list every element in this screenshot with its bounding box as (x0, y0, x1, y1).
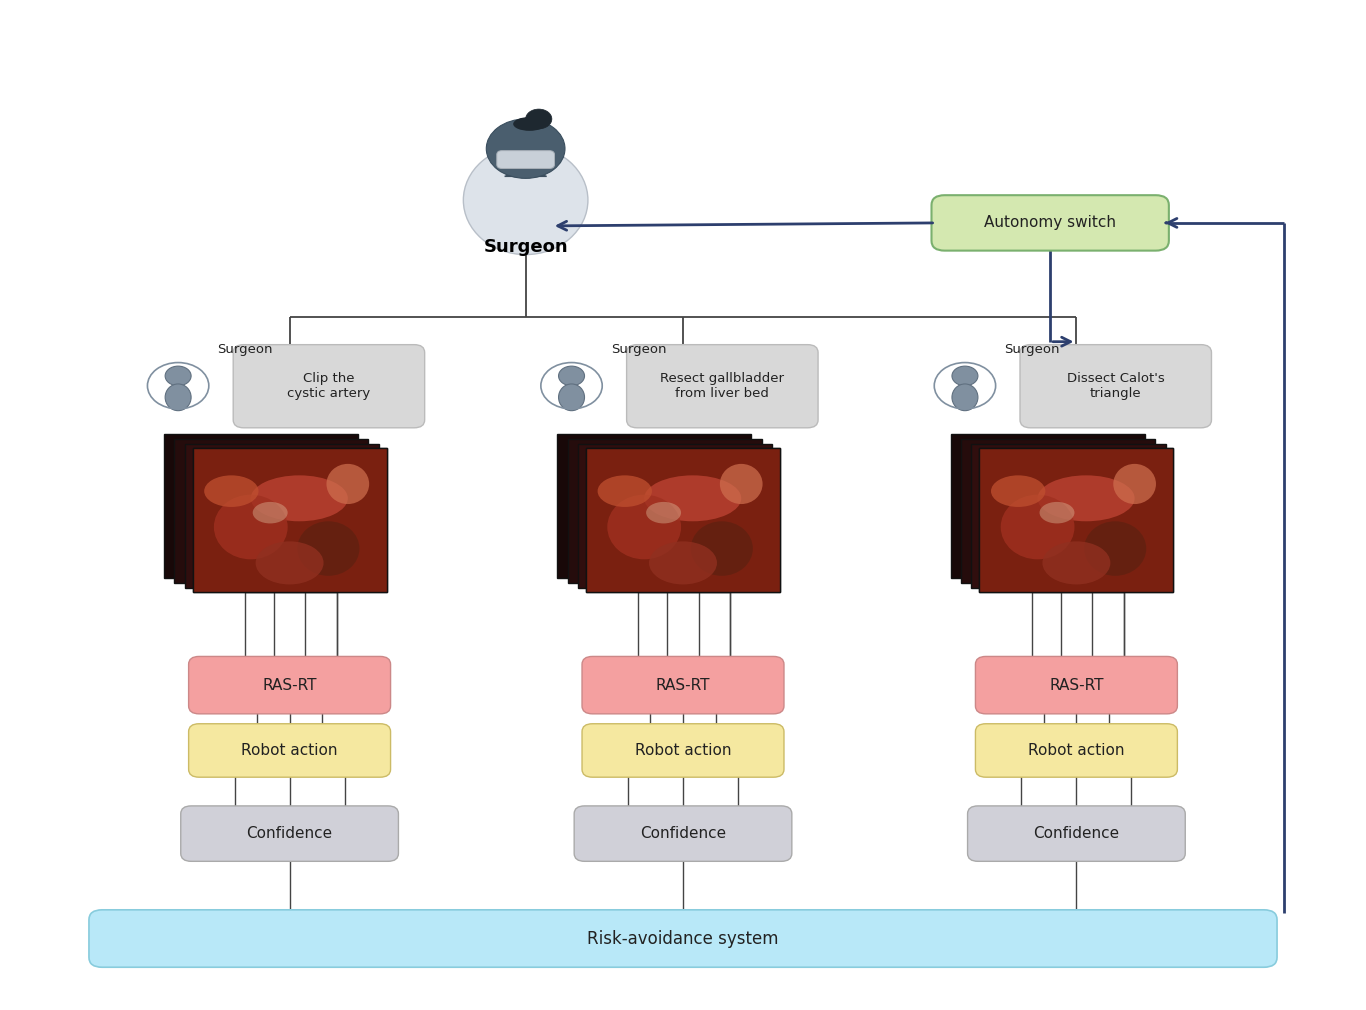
Text: Confidence: Confidence (639, 826, 727, 841)
Text: Surgeon: Surgeon (611, 343, 667, 357)
Text: Surgeon: Surgeon (1004, 343, 1060, 357)
Text: Confidence: Confidence (1033, 826, 1120, 841)
Text: Risk-avoidance system: Risk-avoidance system (587, 929, 779, 947)
Ellipse shape (255, 541, 324, 585)
FancyBboxPatch shape (627, 344, 818, 428)
Bar (557, 434, 751, 578)
Bar (193, 448, 387, 592)
Bar (962, 439, 1156, 583)
FancyBboxPatch shape (975, 724, 1177, 778)
Bar (979, 448, 1173, 592)
Bar (184, 444, 378, 588)
Ellipse shape (514, 117, 546, 131)
Ellipse shape (608, 495, 682, 560)
FancyBboxPatch shape (1020, 344, 1212, 428)
FancyBboxPatch shape (189, 656, 391, 714)
Bar (512, 155, 538, 169)
Ellipse shape (645, 476, 742, 521)
FancyBboxPatch shape (967, 806, 1186, 862)
Ellipse shape (326, 464, 369, 504)
Text: Robot action: Robot action (635, 743, 731, 758)
FancyBboxPatch shape (189, 724, 391, 778)
Ellipse shape (1085, 521, 1146, 576)
Text: Surgeon: Surgeon (217, 343, 273, 357)
Text: RAS-RT: RAS-RT (1049, 678, 1104, 693)
Ellipse shape (649, 541, 717, 585)
Ellipse shape (559, 384, 585, 411)
Text: Confidence: Confidence (246, 826, 333, 841)
FancyBboxPatch shape (89, 910, 1277, 968)
Ellipse shape (691, 521, 753, 576)
Text: Surgeon: Surgeon (484, 237, 568, 256)
Bar (175, 439, 369, 583)
Ellipse shape (1040, 502, 1075, 523)
Circle shape (526, 109, 552, 129)
Circle shape (486, 119, 566, 179)
FancyBboxPatch shape (975, 656, 1177, 714)
Circle shape (165, 367, 191, 386)
Ellipse shape (463, 145, 587, 255)
FancyBboxPatch shape (932, 195, 1169, 250)
FancyBboxPatch shape (180, 806, 399, 862)
Text: Robot action: Robot action (1029, 743, 1124, 758)
Ellipse shape (646, 502, 682, 523)
FancyBboxPatch shape (234, 344, 425, 428)
Text: Autonomy switch: Autonomy switch (984, 215, 1116, 230)
FancyBboxPatch shape (497, 150, 555, 169)
Ellipse shape (1113, 464, 1156, 504)
Text: Clip the
cystic artery: Clip the cystic artery (287, 373, 370, 400)
Bar (164, 434, 358, 578)
Ellipse shape (251, 476, 348, 521)
Ellipse shape (214, 495, 288, 560)
Bar (578, 444, 772, 588)
Ellipse shape (1042, 541, 1111, 585)
Bar (979, 448, 1173, 592)
Text: RAS-RT: RAS-RT (262, 678, 317, 693)
Ellipse shape (165, 384, 191, 411)
Bar (586, 448, 780, 592)
Circle shape (952, 367, 978, 386)
Bar (586, 448, 780, 592)
Polygon shape (504, 169, 546, 177)
Circle shape (559, 367, 585, 386)
Text: Dissect Calot's
triangle: Dissect Calot's triangle (1067, 373, 1165, 400)
Ellipse shape (1001, 495, 1075, 560)
Ellipse shape (597, 476, 652, 507)
Ellipse shape (952, 384, 978, 411)
Ellipse shape (990, 476, 1045, 507)
Ellipse shape (1038, 476, 1135, 521)
Text: Robot action: Robot action (242, 743, 337, 758)
Ellipse shape (204, 476, 258, 507)
Ellipse shape (298, 521, 359, 576)
FancyBboxPatch shape (582, 724, 784, 778)
Text: Resect gallbladder
from liver bed: Resect gallbladder from liver bed (660, 373, 784, 400)
Bar (193, 448, 387, 592)
Bar (971, 444, 1165, 588)
Ellipse shape (253, 502, 288, 523)
Text: RAS-RT: RAS-RT (656, 678, 710, 693)
Bar (568, 439, 762, 583)
FancyBboxPatch shape (574, 806, 792, 862)
Bar (951, 434, 1145, 578)
Ellipse shape (720, 464, 762, 504)
FancyBboxPatch shape (582, 656, 784, 714)
